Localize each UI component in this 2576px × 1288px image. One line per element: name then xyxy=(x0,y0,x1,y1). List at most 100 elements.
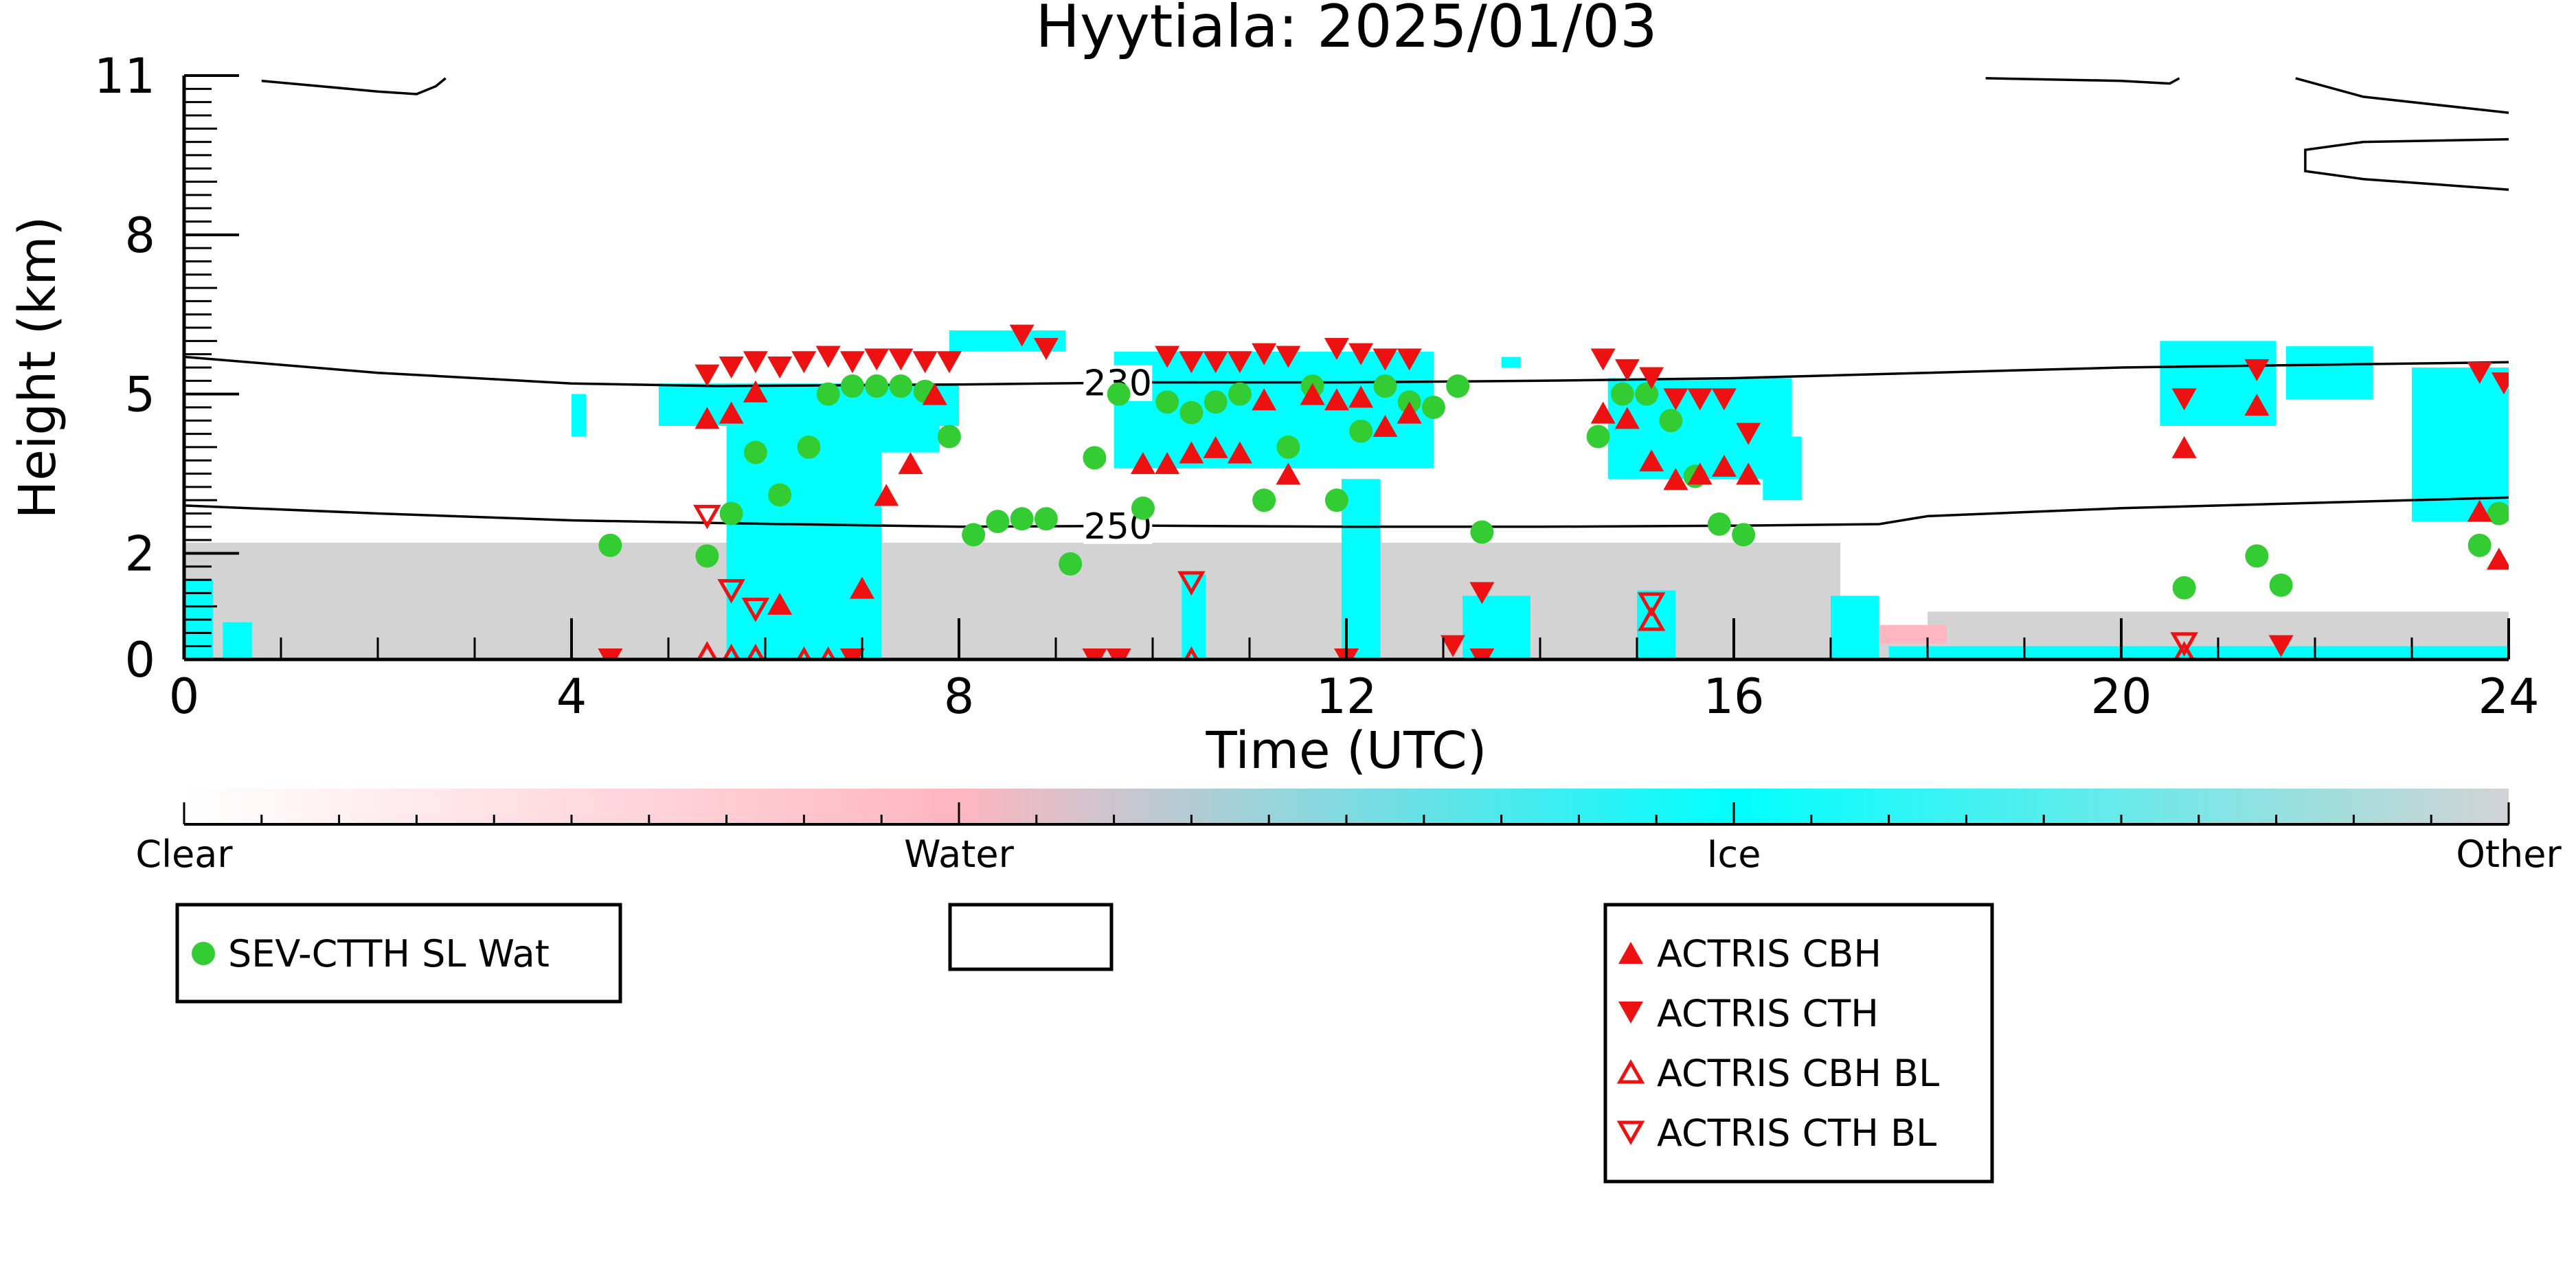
marker-actris-cbh xyxy=(850,576,874,599)
marker-actris-cth xyxy=(1324,337,1349,360)
ice-region xyxy=(572,394,587,437)
marker-sev-ctth xyxy=(1470,520,1494,544)
colorbar-label-other: Other xyxy=(2456,833,2562,876)
marker-sev-ctth xyxy=(889,374,913,398)
marker-actris-cbh xyxy=(2467,499,2492,522)
marker-actris-cbh xyxy=(898,452,923,475)
marker-actris-cth-bl xyxy=(693,504,721,530)
marker-actris-cth xyxy=(2467,361,2492,384)
marker-sev-ctth xyxy=(1107,382,1131,406)
marker-sev-ctth xyxy=(1610,382,1634,406)
marker-actris-cbh xyxy=(1300,383,1325,405)
marker-actris-cth xyxy=(1203,351,1228,374)
marker-actris-cth xyxy=(864,348,890,371)
colorbar-label-ice: Ice xyxy=(1707,833,1761,876)
marker-sev-ctth xyxy=(1446,374,1470,398)
marker-sev-ctth xyxy=(962,523,986,547)
marker-actris-cth-bl xyxy=(1177,571,1206,596)
marker-actris-cth xyxy=(1663,388,1688,411)
marker-actris-cbh xyxy=(1130,452,1155,475)
marker-actris-cbh-bl xyxy=(697,641,718,659)
other-region xyxy=(184,543,1841,659)
x-tick-label: 24 xyxy=(2478,668,2539,725)
legend-label-actris-cbh-bl: ACTRIS CBH BL xyxy=(1657,1052,1939,1095)
marker-actris-cbh xyxy=(1639,449,1664,472)
marker-actris-cth xyxy=(1590,348,1616,371)
ice-region xyxy=(2412,368,2509,522)
colorbar-ticks xyxy=(183,802,2510,824)
marker-actris-cbh xyxy=(2171,436,2197,458)
x-tick-label: 0 xyxy=(169,668,200,725)
legend-box xyxy=(948,903,1114,971)
marker-sev-ctth xyxy=(2487,501,2509,526)
legend-marker-actris-cth xyxy=(1618,1002,1643,1024)
marker-actris-cth xyxy=(1711,388,1737,411)
marker-actris-cth xyxy=(1227,351,1252,374)
marker-sev-ctth xyxy=(840,374,864,398)
marker-actris-cbh xyxy=(694,407,720,429)
legend-label-actris-cth-bl: ACTRIS CTH BL xyxy=(1657,1111,1936,1155)
marker-actris-cth xyxy=(1440,635,1466,657)
data-markers xyxy=(598,324,2509,659)
marker-actris-cth xyxy=(1276,346,1301,368)
contour-line xyxy=(2304,137,2509,191)
marker-actris-cth-bl xyxy=(741,598,770,622)
marker-actris-cth xyxy=(1155,346,1180,368)
ice-region xyxy=(1763,436,1802,501)
legend-satellite: SEV-CTTH SL Wat xyxy=(175,903,622,1004)
marker-sev-ctth xyxy=(1252,488,1276,512)
legend-box xyxy=(1603,903,1994,1184)
marker-actris-cth xyxy=(1397,348,1422,371)
marker-actris-cbh xyxy=(1711,454,1737,477)
marker-actris-cbh-bl xyxy=(1637,607,1666,631)
contour-line xyxy=(261,77,447,95)
marker-actris-cbh xyxy=(2244,394,2270,416)
marker-actris-cbh-bl xyxy=(746,644,765,659)
marker-sev-ctth xyxy=(1010,507,1034,531)
marker-actris-cbh xyxy=(1372,415,1398,437)
marker-sev-ctth xyxy=(937,425,961,449)
marker-actris-cth xyxy=(1736,422,1761,445)
marker-actris-cbh xyxy=(1397,401,1422,424)
plot-area: 230250 xyxy=(184,77,2509,659)
legend-empty xyxy=(948,903,1114,971)
marker-actris-cth xyxy=(1639,367,1664,389)
marker-sev-ctth xyxy=(1324,488,1348,512)
marker-sev-ctth xyxy=(1707,512,1731,536)
temperature-contours: 230250 xyxy=(184,77,2509,547)
marker-actris-cbh xyxy=(1252,388,1277,411)
x-axis-label: Time (UTC) xyxy=(1205,721,1487,780)
marker-actris-cth xyxy=(743,351,768,374)
colorbar: Clear Water Ice Other xyxy=(135,789,2562,876)
legend-marker-actris-cbh-bl xyxy=(1616,1059,1645,1084)
y-ticks: 0 2 5 8 11 xyxy=(94,48,239,688)
marker-actris-cth xyxy=(694,364,720,387)
marker-sev-ctth xyxy=(1659,409,1683,433)
legend-marker-sev-ctth xyxy=(192,942,215,965)
marker-sev-ctth xyxy=(598,533,622,557)
marker-actris-cth xyxy=(598,648,623,659)
marker-sev-ctth xyxy=(1059,552,1083,576)
marker-sev-ctth xyxy=(1083,446,1107,470)
x-tick-label: 20 xyxy=(2090,668,2151,725)
marker-actris-cth xyxy=(1106,648,1131,659)
marker-actris-cbh xyxy=(1324,388,1349,411)
x-tick-label: 4 xyxy=(556,668,587,725)
y-tick-label: 11 xyxy=(94,48,155,104)
y-tick-label: 5 xyxy=(124,367,155,423)
marker-actris-cth-bl xyxy=(2170,632,2198,657)
marker-actris-cth-bl xyxy=(717,579,745,604)
marker-sev-ctth xyxy=(1586,425,1610,449)
marker-sev-ctth xyxy=(2467,533,2492,557)
marker-actris-cth xyxy=(1348,343,1374,365)
legend-label-sev-ctth: SEV-CTTH SL Wat xyxy=(228,932,550,975)
ice-region xyxy=(1341,479,1381,659)
marker-actris-cth xyxy=(1082,648,1107,659)
marker-sev-ctth xyxy=(1204,390,1228,414)
marker-sev-ctth xyxy=(1034,507,1058,531)
legend-label-actris-cth: ACTRIS CTH xyxy=(1657,992,1879,1035)
y-tick-label: 0 xyxy=(124,632,155,688)
marker-actris-cth xyxy=(2244,359,2270,381)
marker-actris-cth xyxy=(912,351,938,374)
marker-sev-ctth xyxy=(768,483,792,507)
